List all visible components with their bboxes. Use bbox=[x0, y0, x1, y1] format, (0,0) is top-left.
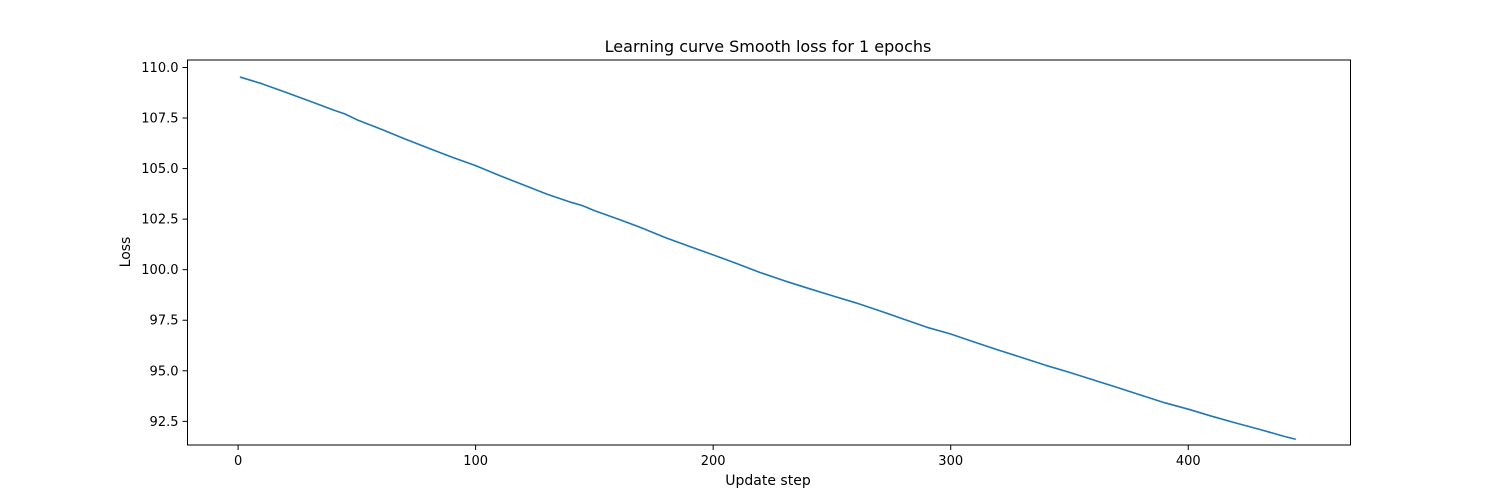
y-tick-label: 105.0 bbox=[141, 162, 178, 177]
x-tick-label: 300 bbox=[938, 454, 963, 469]
y-tick-label: 95.0 bbox=[150, 364, 179, 379]
y-tick-label: 107.5 bbox=[141, 112, 178, 127]
loss-series-line bbox=[239, 76, 1296, 440]
x-tick-label: 100 bbox=[463, 454, 488, 469]
y-tick-label: 92.5 bbox=[150, 415, 179, 430]
y-tick-label: 97.5 bbox=[150, 314, 179, 329]
plot-area bbox=[239, 76, 1296, 440]
x-tick-label: 0 bbox=[234, 454, 242, 469]
chart-title: Learning curve Smooth loss for 1 epochs bbox=[605, 37, 932, 56]
x-axis-label: Update step bbox=[725, 473, 811, 489]
y-axis-label: Loss bbox=[118, 237, 134, 268]
y-tick-label: 110.0 bbox=[141, 61, 178, 76]
y-tick-label: 100.0 bbox=[141, 263, 178, 278]
x-tick-label: 400 bbox=[1176, 454, 1201, 469]
x-tick-label: 200 bbox=[701, 454, 726, 469]
y-axis: 92.5 95.0 97.5 100.0 102.5 105.0 107.5 110.0 bbox=[141, 61, 188, 430]
y-tick-label: 102.5 bbox=[141, 213, 178, 228]
plot-frame bbox=[187, 59, 1351, 446]
x-axis: 0 100 200 300 400 bbox=[234, 445, 1201, 469]
